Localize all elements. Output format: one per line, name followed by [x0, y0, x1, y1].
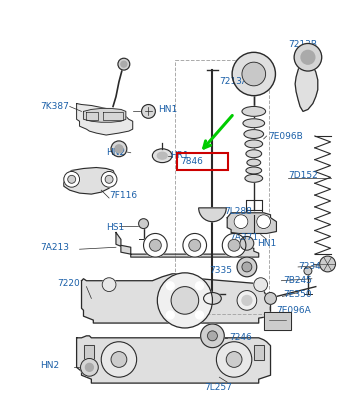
Circle shape: [226, 352, 242, 367]
Text: 7L288: 7L288: [224, 207, 252, 216]
Text: 7E096A: 7E096A: [277, 306, 311, 315]
Ellipse shape: [157, 152, 167, 159]
Circle shape: [101, 342, 137, 377]
Circle shape: [143, 234, 167, 257]
Circle shape: [254, 278, 268, 292]
Circle shape: [217, 342, 252, 377]
Text: 7846: 7846: [180, 157, 203, 166]
Circle shape: [301, 50, 315, 64]
Text: 7L257: 7L257: [204, 382, 233, 392]
Circle shape: [294, 44, 322, 71]
Text: 7E350: 7E350: [283, 290, 312, 299]
Circle shape: [228, 239, 240, 251]
Ellipse shape: [244, 130, 264, 138]
Circle shape: [183, 234, 207, 257]
Text: HN1: HN1: [158, 105, 178, 114]
Circle shape: [105, 175, 113, 183]
Text: 7246: 7246: [229, 333, 252, 342]
Bar: [175, 60, 268, 314]
Circle shape: [304, 267, 312, 275]
Ellipse shape: [245, 140, 263, 148]
Circle shape: [115, 145, 123, 153]
Text: 7335: 7335: [209, 266, 233, 275]
Ellipse shape: [245, 174, 263, 182]
Circle shape: [149, 239, 161, 251]
Circle shape: [166, 311, 174, 319]
Bar: [254, 345, 264, 360]
Text: HN1: HN1: [257, 239, 276, 248]
Text: 7213B: 7213B: [288, 40, 317, 49]
Circle shape: [257, 215, 271, 228]
Polygon shape: [116, 232, 259, 257]
Circle shape: [81, 358, 98, 376]
Bar: [84, 345, 94, 360]
Polygon shape: [295, 60, 318, 112]
Ellipse shape: [152, 149, 172, 162]
Polygon shape: [77, 104, 133, 135]
Text: HN2: HN2: [40, 361, 59, 370]
Circle shape: [196, 282, 203, 290]
Text: HR1: HR1: [170, 151, 189, 160]
Polygon shape: [77, 336, 271, 383]
Text: 7A371: 7A371: [229, 233, 258, 242]
Circle shape: [208, 331, 217, 341]
Circle shape: [242, 62, 266, 86]
Text: 7234: 7234: [298, 262, 321, 272]
Circle shape: [240, 236, 254, 250]
Text: 7B245: 7B245: [283, 276, 312, 285]
Text: HN2: HN2: [106, 148, 125, 157]
Circle shape: [101, 172, 117, 187]
Wedge shape: [199, 208, 226, 222]
Text: 7F116: 7F116: [109, 190, 137, 200]
Circle shape: [242, 296, 252, 305]
Circle shape: [237, 257, 257, 277]
Text: 7213A: 7213A: [219, 77, 248, 86]
Polygon shape: [82, 274, 271, 323]
Circle shape: [242, 262, 252, 272]
Ellipse shape: [243, 119, 264, 128]
Circle shape: [232, 52, 275, 96]
Circle shape: [86, 364, 93, 371]
Circle shape: [68, 175, 76, 183]
Circle shape: [138, 219, 148, 228]
Text: 7D152: 7D152: [288, 171, 318, 180]
Circle shape: [102, 278, 116, 292]
Ellipse shape: [203, 292, 221, 304]
Text: 7A213: 7A213: [40, 243, 69, 252]
Circle shape: [121, 61, 127, 67]
Circle shape: [201, 324, 224, 348]
Circle shape: [64, 172, 80, 187]
Bar: [177, 153, 228, 170]
Circle shape: [264, 292, 277, 304]
Bar: [254, 345, 264, 360]
Polygon shape: [83, 108, 126, 122]
Ellipse shape: [247, 159, 261, 166]
Circle shape: [222, 234, 246, 257]
Circle shape: [157, 273, 212, 328]
Ellipse shape: [246, 150, 262, 158]
Text: 7E096B: 7E096B: [268, 132, 303, 140]
Circle shape: [166, 282, 174, 290]
Bar: [264, 312, 291, 330]
Ellipse shape: [246, 167, 262, 174]
Circle shape: [171, 287, 199, 314]
Circle shape: [196, 311, 203, 319]
Circle shape: [189, 239, 201, 251]
Polygon shape: [227, 213, 277, 234]
Circle shape: [237, 290, 257, 310]
Text: 7220: 7220: [57, 279, 80, 288]
Bar: [84, 345, 94, 360]
Circle shape: [111, 352, 127, 367]
Bar: [264, 312, 291, 330]
Polygon shape: [64, 168, 116, 194]
Text: 7K387: 7K387: [40, 102, 69, 111]
Ellipse shape: [242, 106, 266, 116]
Circle shape: [111, 141, 127, 157]
Circle shape: [142, 104, 155, 118]
Circle shape: [234, 215, 248, 228]
Circle shape: [320, 256, 335, 272]
Circle shape: [118, 58, 130, 70]
Text: HS1: HS1: [106, 223, 124, 232]
